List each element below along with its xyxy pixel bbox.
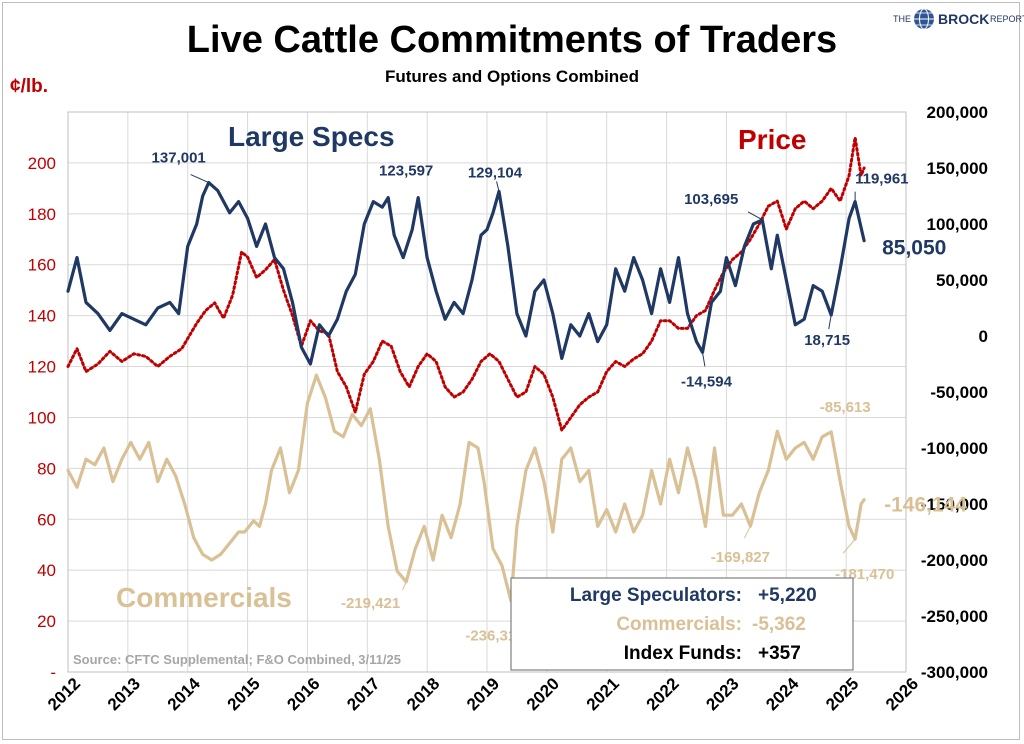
gridlines (67, 111, 907, 673)
right-tick-label: 100,000 (927, 215, 988, 234)
x-tick-label: 2013 (104, 674, 144, 714)
annotation-leader (743, 525, 751, 539)
annotation-leader (190, 174, 209, 184)
right-tick-label: 150,000 (927, 159, 988, 178)
right-tick-label: -100,000 (921, 439, 988, 458)
right-tick-label: -200,000 (921, 551, 988, 570)
source-note: Source: CFTC Supplemental; F&O Combined,… (73, 652, 401, 667)
globe-icon (914, 8, 934, 30)
x-tick-label: 2024 (762, 674, 803, 715)
value-annotation: 103,695 (684, 191, 738, 208)
brand-logo: THE BROCK REPORT (893, 8, 1024, 30)
left-axis-label: ¢/lb. (10, 76, 48, 97)
value-annotation: -236,317 (465, 628, 524, 645)
plot-border (67, 111, 907, 673)
annotation-leader (402, 581, 407, 590)
left-tick-label: 100 (28, 408, 56, 427)
right-tick-label: -150,000 (921, 495, 988, 514)
change-summary-box: Large Speculators: +5,220 Commercials: -… (510, 577, 854, 671)
value-annotation: -219,421 (341, 595, 400, 612)
x-tick-label: 2023 (702, 674, 742, 714)
commercials-line (66, 373, 866, 603)
value-annotation: -169,827 (711, 549, 770, 566)
left-tick-label: 180 (28, 205, 56, 224)
x-tick-label: 2026 (882, 674, 922, 714)
left-tick-label: - (50, 663, 56, 682)
value-annotation: 137,001 (152, 150, 206, 167)
left-tick-label: 140 (28, 307, 56, 326)
x-tick-label: 2020 (523, 674, 563, 714)
x-tick-label: 2016 (283, 674, 323, 714)
right-tick-label: 0 (979, 327, 988, 346)
x-axis-ticks: 2012 2013 2014 2015 2016 2017 2018 2019 2020 2021… (44, 674, 922, 715)
left-tick-label: 20 (37, 612, 56, 631)
chart-title: Live Cattle Commitments of Traders (187, 19, 837, 61)
legend-large-specs-value: +5,220 (758, 585, 817, 606)
brand-prefix: THE (893, 14, 911, 24)
value-annotation: -146,144 (884, 494, 967, 517)
value-annotation: -14,594 (681, 373, 733, 390)
value-annotation: 85,050 (882, 237, 946, 260)
chart-subtitle: Futures and Options Combined (385, 67, 639, 86)
right-axis-ticks: -300,000 -250,000 -200,000 -150,000 -100,000… (921, 103, 988, 682)
legend-index-funds-value: +357 (758, 643, 801, 664)
annotation-leader (842, 538, 856, 554)
value-annotation: -85,613 (820, 399, 871, 416)
right-tick-label: 50,000 (936, 271, 988, 290)
x-tick-label: 2014 (164, 674, 205, 715)
commercials-series-label: Commercials (116, 582, 292, 613)
brand-suffix: REPORT (990, 14, 1024, 24)
left-tick-label: 120 (28, 358, 56, 377)
left-tick-label: 40 (37, 561, 56, 580)
left-tick-label: 200 (28, 154, 56, 173)
value-annotation: 129,104 (468, 164, 523, 181)
left-tick-label: 160 (28, 256, 56, 275)
x-tick-label: 2022 (643, 674, 683, 714)
large-specs-line (66, 181, 866, 366)
left-axis-ticks: - 20 40 60 80 100 120 140 160 180 200 (28, 154, 56, 682)
legend-large-specs-label: Large Speculators: (570, 585, 742, 606)
right-tick-label: 200,000 (927, 103, 988, 122)
annotation-leader (701, 352, 706, 367)
legend-commercials-value: -5,362 (752, 614, 806, 635)
x-tick-label: 2018 (403, 674, 443, 714)
value-annotation: 123,597 (379, 163, 433, 180)
value-annotation: 18,715 (804, 332, 850, 349)
x-tick-label: 2019 (463, 674, 503, 714)
x-tick-label: 2015 (224, 674, 264, 714)
legend-index-funds-label: Index Funds: (624, 643, 742, 664)
large-specs-series-label: Large Specs (228, 121, 395, 152)
right-tick-label: -300,000 (921, 663, 988, 682)
right-tick-label: -50,000 (930, 383, 988, 402)
legend-commercials-label: Commercials: (616, 614, 742, 635)
price-series-label: Price (738, 124, 807, 155)
series-layer (66, 136, 866, 603)
right-tick-label: -250,000 (921, 607, 988, 626)
value-annotation: 119,961 (855, 171, 908, 188)
left-tick-label: 60 (37, 510, 56, 529)
brand-name: BROCK (938, 11, 989, 27)
annotation-leader (496, 181, 500, 192)
x-tick-label: 2017 (343, 674, 383, 714)
x-tick-label: 2025 (822, 674, 862, 714)
annotation-leader (828, 314, 832, 330)
x-tick-label: 2021 (583, 674, 623, 714)
left-tick-label: 80 (37, 459, 56, 478)
annotation-leader (747, 211, 763, 221)
